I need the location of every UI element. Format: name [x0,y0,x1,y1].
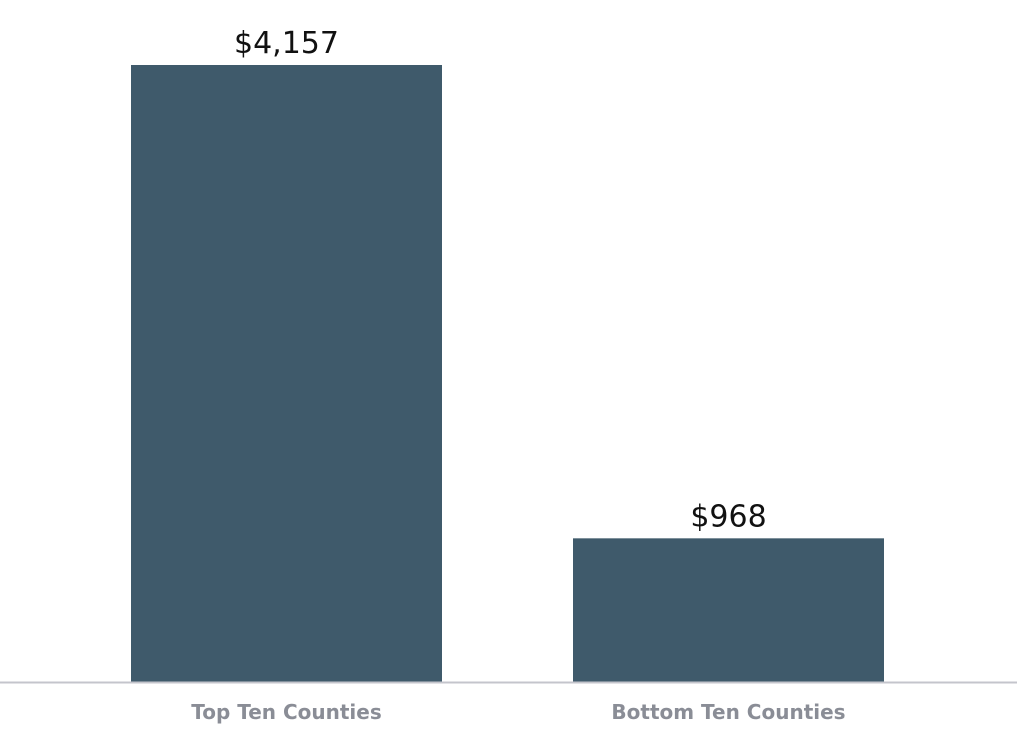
x-tick-label-0: Top Ten Counties [191,700,382,724]
data-label-0: $4,157 [234,26,339,61]
bar-0 [131,65,442,682]
bar-1 [573,538,884,682]
x-tick-label-1: Bottom Ten Counties [611,700,845,724]
data-label-1: $968 [690,499,766,534]
